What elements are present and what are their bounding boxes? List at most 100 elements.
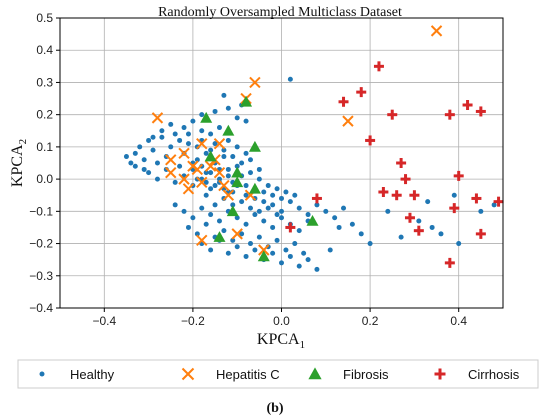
healthy-point <box>185 224 191 230</box>
y-tick-label: −0.2 <box>29 237 53 251</box>
cirrhosis-point <box>373 61 384 72</box>
healthy-point <box>292 241 298 247</box>
healthy-point <box>225 173 231 179</box>
healthy-point <box>203 170 209 176</box>
healthy-point <box>305 257 311 263</box>
cirrhosis-point <box>475 106 486 117</box>
healthy-point <box>132 150 138 156</box>
x-tick-label: −0.4 <box>92 314 116 328</box>
fibrosis-point <box>213 231 226 242</box>
healthy-point <box>234 163 240 169</box>
healthy-point <box>336 224 342 230</box>
healthy-point <box>239 199 245 205</box>
y-axis-label: KPCA2 <box>9 139 29 187</box>
healthy-point <box>265 205 271 211</box>
cirrhosis-point <box>462 100 473 110</box>
hepatitis-c-point <box>196 176 208 189</box>
y-tick-label: −0.1 <box>29 204 53 218</box>
healthy-point <box>225 105 231 111</box>
healthy-point <box>247 170 253 176</box>
fibrosis-point <box>222 124 235 136</box>
healthy-point <box>256 166 262 172</box>
healthy-point <box>279 208 284 214</box>
series-cirrhosis <box>285 61 504 268</box>
healthy-point <box>168 144 174 150</box>
cirrhosis-point <box>285 222 296 233</box>
healthy-point <box>208 212 214 218</box>
healthy-point <box>416 218 422 224</box>
healthy-point <box>247 157 253 163</box>
healthy-point <box>261 189 267 195</box>
healthy-point <box>247 205 253 211</box>
healthy-point <box>243 183 249 189</box>
healthy-point <box>243 192 249 198</box>
healthy-point <box>296 205 302 211</box>
fibrosis-point <box>204 150 217 162</box>
healthy-point <box>150 147 156 153</box>
healthy-point <box>367 241 373 247</box>
hepatitis-c-point <box>165 166 177 179</box>
healthy-point <box>212 183 218 189</box>
fibrosis-point <box>240 95 253 107</box>
hepatitis-c-point <box>204 160 217 172</box>
y-tick-label: 0.4 <box>36 43 53 57</box>
healthy-point <box>341 205 347 211</box>
healthy-point <box>199 128 205 134</box>
y-axis-label-base: KPCA <box>9 144 26 187</box>
series-hepatitis-c <box>151 25 443 256</box>
cirrhosis-point <box>475 228 486 239</box>
healthy-point <box>243 253 249 259</box>
healthy-point <box>199 205 205 211</box>
data-points <box>123 25 504 272</box>
cirrhosis-point <box>338 96 349 107</box>
healthy-point <box>314 266 320 272</box>
y-tick-label: 0.5 <box>36 11 53 25</box>
healthy-point <box>270 192 276 198</box>
y-tick-label: 0.1 <box>36 140 53 154</box>
x-tick-label: −0.2 <box>181 314 205 328</box>
healthy-point <box>385 208 391 214</box>
healthy-point <box>221 147 227 153</box>
legend-label-cirrhosis: Cirrhosis <box>468 367 520 382</box>
healthy-point <box>221 92 227 98</box>
healthy-point <box>429 224 435 230</box>
healthy-point <box>150 134 156 140</box>
fibrosis-point <box>200 111 213 123</box>
x-tick-label: 0.4 <box>450 314 467 328</box>
healthy-point <box>491 202 497 208</box>
healthy-point <box>154 176 160 182</box>
healthy-point <box>168 121 174 127</box>
healthy-point <box>190 118 196 124</box>
healthy-point <box>172 131 178 137</box>
healthy-point <box>230 202 236 208</box>
hepatitis-c-point <box>218 179 230 192</box>
x-tick-label: 0.0 <box>273 314 290 328</box>
healthy-point <box>247 241 253 247</box>
hepatitis-c-point <box>213 137 226 150</box>
healthy-point <box>194 157 200 163</box>
healthy-point <box>451 192 457 198</box>
healthy-point <box>230 154 236 160</box>
cirrhosis-point <box>356 87 367 98</box>
healthy-point <box>261 199 267 205</box>
healthy-point <box>181 125 187 131</box>
y-axis-label-subscript: 2 <box>17 139 29 145</box>
legend-label-healthy: Healthy <box>70 367 115 382</box>
healthy-point <box>323 208 329 214</box>
healthy-point <box>146 170 152 176</box>
healthy-point <box>123 154 129 160</box>
healthy-point <box>398 234 404 240</box>
hepatitis-c-point <box>213 166 226 179</box>
cirrhosis-point <box>493 196 504 207</box>
hepatitis-c-point <box>196 234 208 247</box>
healthy-point <box>141 157 147 163</box>
healthy-point <box>159 134 165 140</box>
x-axis-label-subscript: 1 <box>300 339 306 351</box>
healthy-point <box>185 141 191 147</box>
fibrosis-point <box>257 250 270 262</box>
cirrhosis-point <box>311 193 322 204</box>
healthy-point <box>128 160 134 166</box>
hepatitis-c-point <box>178 147 190 160</box>
healthy-point <box>279 260 284 266</box>
series-fibrosis <box>200 95 319 262</box>
